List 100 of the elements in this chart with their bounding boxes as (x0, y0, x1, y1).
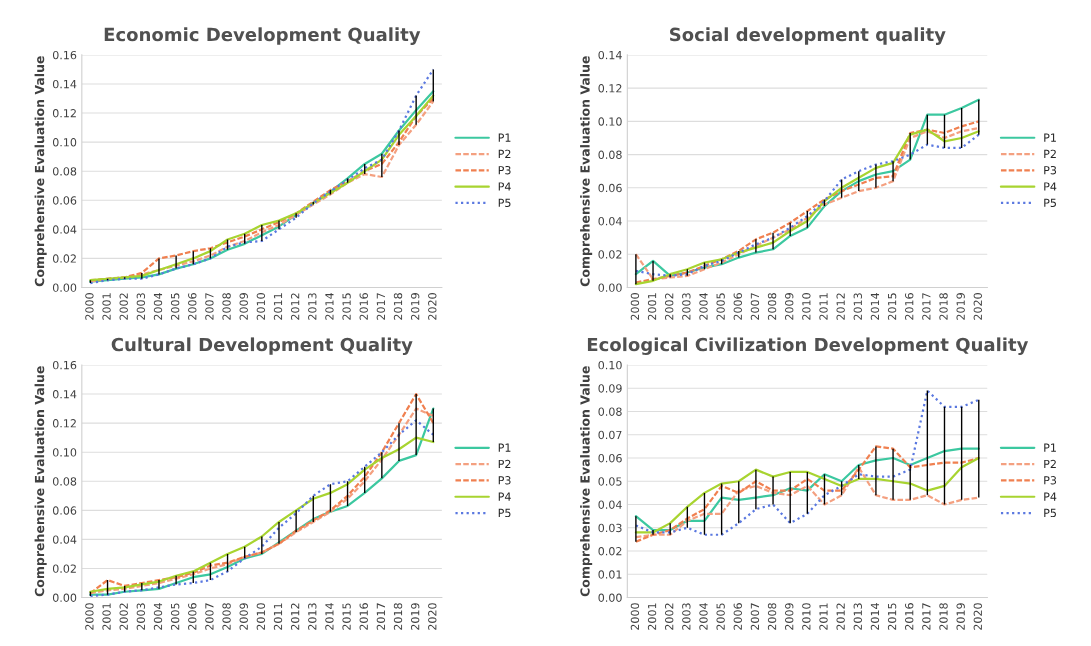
legend-label: P4 (498, 492, 511, 501)
x-tick-label: 2014 (870, 603, 880, 630)
candlestick (381, 153, 383, 177)
x-tick-label: 2006 (188, 293, 197, 320)
y-axis-title: Comprehensive Evaluation Value (580, 56, 593, 287)
y-tick-label: 0.02 (52, 254, 76, 263)
legend-label: P3 (1044, 166, 1057, 175)
x-tick-label: 2019 (410, 603, 420, 630)
x-tick-label: 2019 (410, 293, 420, 320)
y-tick-label: 0.08 (52, 477, 77, 486)
y-axis-title: Comprehensive Evaluation Value (34, 56, 47, 287)
x-tick-label: 2007 (205, 293, 214, 320)
y-tick-label: 0.04 (52, 535, 77, 544)
y-axis-title: Comprehensive Evaluation Value (580, 366, 593, 597)
legend-label: P4 (1044, 492, 1057, 501)
x-tick-label: 2008 (767, 293, 777, 320)
y-tick-label: 0.07 (598, 430, 622, 440)
x-tick-label: 2012 (290, 603, 300, 630)
x-tick-label: 2015 (887, 603, 897, 630)
candlestick (381, 452, 383, 479)
x-tick-label: 2011 (273, 293, 283, 320)
candlestick (158, 258, 160, 275)
x-tick-label: 2013 (853, 603, 862, 630)
y-tick-label: 0.02 (52, 564, 76, 573)
y-tick-label: 0.10 (52, 448, 77, 457)
y-tick-label: 0.06 (52, 506, 77, 515)
legend-label: P2 (498, 459, 511, 469)
x-tick-label: 2016 (905, 603, 914, 630)
legend-label: P4 (1044, 182, 1057, 191)
x-tick-label: 2010 (802, 603, 811, 630)
candlestick (415, 394, 417, 456)
candlestick (398, 423, 400, 461)
x-tick-label: 2005 (170, 603, 180, 630)
y-tick-label: 0.08 (598, 407, 622, 416)
y-tick-label: 0.04 (52, 225, 77, 234)
x-tick-label: 2004 (153, 603, 163, 630)
x-tick-label: 2007 (750, 293, 760, 320)
x-tick-label: 2011 (819, 603, 828, 630)
x-tick-label: 2017 (376, 603, 386, 630)
candlestick (141, 583, 143, 591)
x-tick-label: 2020 (428, 603, 437, 630)
candlestick (635, 254, 637, 285)
x-tick-label: 2007 (750, 603, 760, 630)
candlestick (652, 260, 654, 281)
candlestick (669, 274, 671, 278)
y-tick-label: 0.08 (52, 167, 77, 176)
x-tick-label: 2015 (342, 603, 351, 630)
legend-label: P3 (498, 476, 511, 485)
y-tick-label: 0.01 (598, 570, 622, 579)
x-tick-label: 2002 (119, 293, 128, 320)
legend-label: P3 (1044, 476, 1057, 485)
y-tick-label: 0.08 (598, 150, 622, 159)
candlestick (652, 530, 654, 535)
x-tick-label: 2012 (836, 293, 845, 320)
x-tick-label: 2019 (956, 603, 965, 630)
candlestick (772, 232, 774, 250)
x-tick-label: 2006 (188, 603, 197, 630)
y-tick-label: 0.10 (598, 360, 622, 370)
y-tick-label: 0.10 (598, 117, 622, 126)
legend-label: P5 (1044, 508, 1056, 518)
legend-label: P1 (1044, 133, 1056, 142)
candlestick (635, 516, 637, 542)
x-tick-label: 2002 (665, 293, 674, 320)
chart-title: Ecological Civilization Development Quality (587, 337, 1029, 355)
x-tick-label: 2010 (256, 293, 266, 320)
x-tick-label: 2005 (716, 603, 725, 630)
y-tick-label: 0.16 (52, 50, 77, 60)
x-tick-label: 2002 (665, 603, 674, 630)
x-tick-label: 2011 (273, 603, 283, 630)
x-tick-label: 2008 (222, 293, 231, 320)
candlestick (175, 575, 177, 585)
x-tick-label: 2018 (393, 293, 403, 320)
candlestick (295, 510, 297, 533)
x-tick-label: 2003 (136, 603, 146, 630)
candlestick (278, 220, 280, 230)
y-tick-label: 0.04 (598, 217, 622, 226)
y-tick-label: 0.14 (52, 79, 77, 89)
x-tick-label: 2012 (836, 603, 845, 630)
chart-title: Social development quality (670, 27, 946, 45)
x-tick-label: 2006 (733, 603, 742, 630)
candlestick (892, 161, 894, 182)
x-tick-label: 2013 (308, 603, 317, 630)
y-tick-label: 0.06 (52, 196, 77, 205)
x-tick-label: 2003 (682, 603, 691, 630)
candlestick (875, 164, 877, 188)
legend-label: P2 (1044, 149, 1056, 158)
x-tick-label: 2009 (239, 293, 248, 320)
x-tick-label: 2020 (428, 293, 437, 320)
candlestick (398, 130, 400, 146)
legend-label: P3 (498, 166, 511, 175)
x-tick-label: 2017 (922, 293, 931, 320)
legend-label: P2 (498, 149, 511, 158)
candlestick (415, 95, 417, 125)
x-tick-label: 2000 (630, 603, 640, 630)
x-tick-label: 2017 (376, 293, 386, 320)
x-tick-label: 2006 (733, 293, 742, 320)
x-tick-label: 2008 (222, 603, 231, 630)
x-tick-label: 2004 (699, 603, 708, 630)
x-tick-label: 2012 (290, 293, 300, 320)
x-tick-label: 2016 (359, 293, 368, 320)
